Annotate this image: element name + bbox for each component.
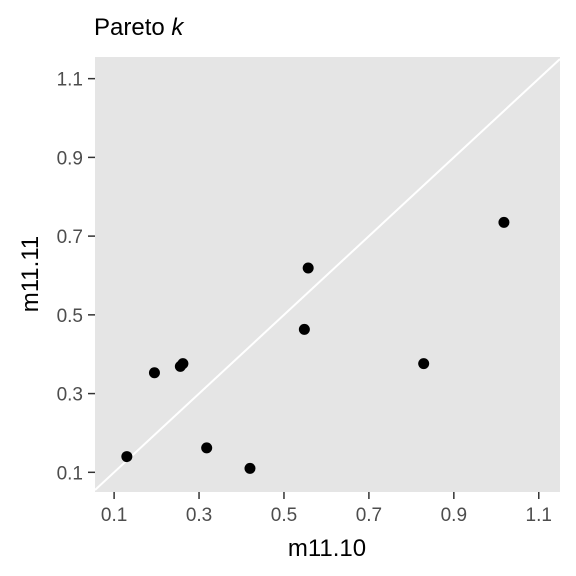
plot-title-italic: k	[171, 14, 185, 41]
plot-title-text: Pareto	[94, 14, 165, 41]
y-tick-label: 0.5	[57, 306, 83, 327]
x-tick-label: 0.5	[271, 505, 297, 526]
data-point-10	[498, 216, 510, 228]
data-point-2	[148, 367, 160, 379]
x-axis-title: m11.10	[288, 535, 366, 562]
data-point-8	[302, 262, 314, 274]
x-axis: 0.1 0.3 0.5 0.7 0.9 1.1	[101, 492, 552, 526]
data-point-9	[418, 358, 430, 370]
reference-line	[94, 58, 561, 491]
data-point-5	[201, 442, 213, 454]
plot-title: Pareto k	[94, 14, 185, 41]
reference-line-layer	[94, 58, 561, 491]
y-tick-label: 0.1	[57, 463, 83, 484]
x-tick-label: 0.7	[356, 505, 382, 526]
y-axis: 0.1 0.3 0.5 0.7 0.9 1.1	[57, 70, 95, 484]
y-tick-label: 0.3	[57, 385, 83, 406]
y-axis-title: m11.11	[17, 236, 44, 313]
y-tick-label: 1.1	[57, 70, 83, 91]
y-tick-label: 0.9	[57, 148, 83, 169]
data-point-1	[121, 451, 133, 463]
x-tick-label: 0.1	[101, 505, 127, 526]
data-point-4	[177, 358, 189, 370]
x-tick-label: 0.9	[441, 505, 467, 526]
data-point-6	[244, 462, 256, 474]
y-tick-label: 0.7	[57, 227, 83, 248]
x-tick-label: 1.1	[526, 505, 552, 526]
points-layer	[121, 216, 510, 474]
x-tick-label: 0.3	[186, 505, 212, 526]
data-point-7	[298, 323, 310, 335]
